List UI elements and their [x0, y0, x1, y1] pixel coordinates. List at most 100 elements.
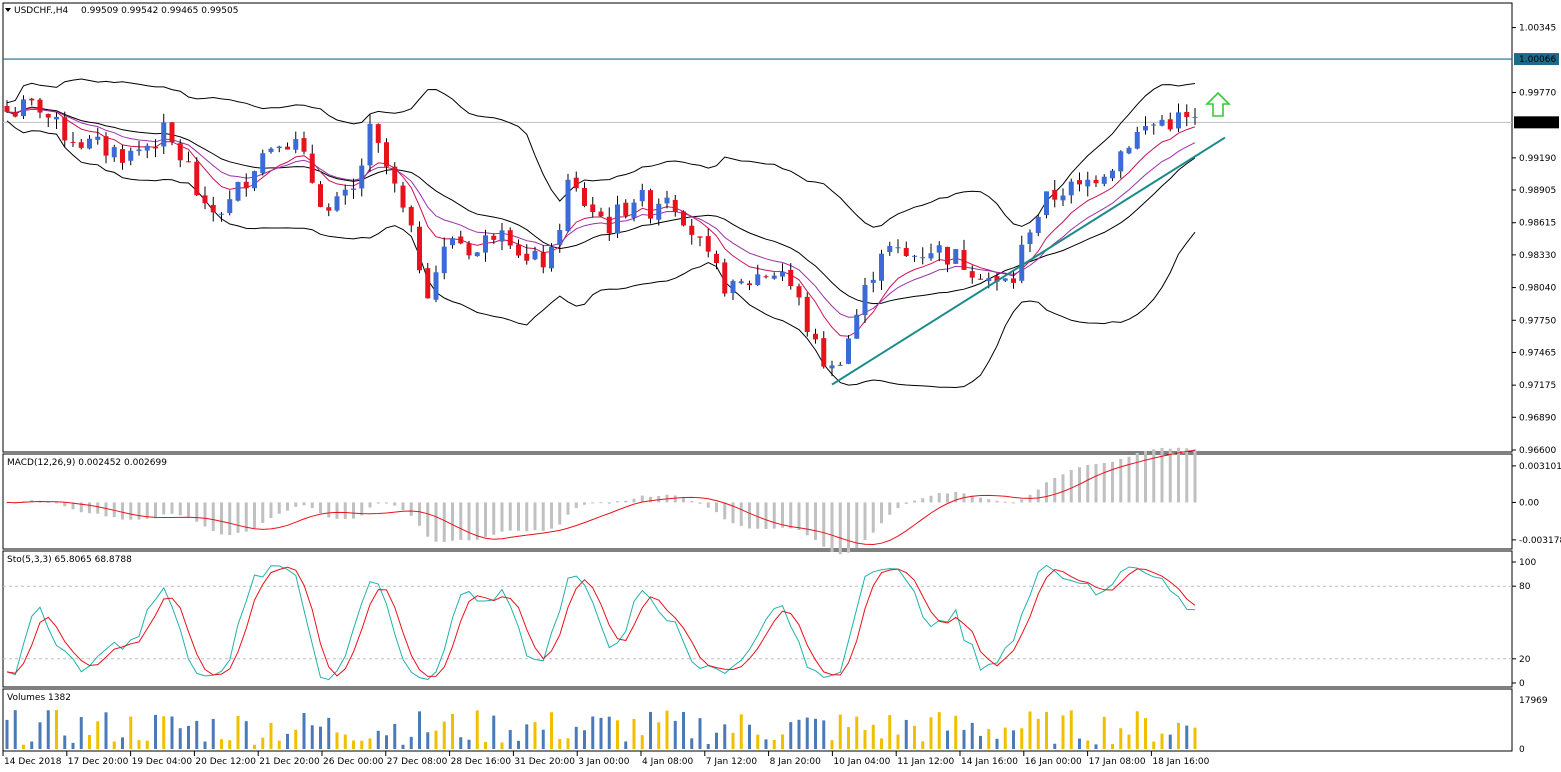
volume-bar[interactable]: [88, 735, 91, 749]
candle[interactable]: [342, 189, 348, 196]
macd-histogram-bar[interactable]: [104, 502, 108, 517]
candle[interactable]: [400, 185, 406, 208]
volume-bar[interactable]: [319, 726, 322, 749]
macd-histogram-bar[interactable]: [244, 502, 248, 532]
macd-histogram-bar[interactable]: [319, 502, 322, 514]
macd-histogram-bar[interactable]: [1144, 450, 1147, 503]
macd-histogram-bar[interactable]: [921, 498, 925, 503]
macd-histogram-bar[interactable]: [574, 502, 578, 508]
macd-histogram-bar[interactable]: [178, 502, 182, 516]
candle[interactable]: [936, 245, 942, 253]
candle[interactable]: [903, 247, 909, 257]
candle[interactable]: [54, 116, 59, 120]
candle[interactable]: [623, 202, 629, 216]
candle[interactable]: [540, 252, 546, 268]
candle[interactable]: [433, 272, 439, 300]
volume-bar[interactable]: [104, 712, 108, 749]
candle[interactable]: [1134, 131, 1140, 149]
candle[interactable]: [1143, 125, 1148, 131]
volume-bar[interactable]: [1020, 728, 1024, 749]
macd-histogram-bar[interactable]: [1069, 469, 1073, 503]
candle[interactable]: [474, 252, 480, 257]
volume-bar[interactable]: [888, 715, 892, 749]
candle[interactable]: [656, 203, 662, 220]
candle[interactable]: [450, 238, 455, 246]
candle[interactable]: [994, 276, 1000, 282]
macd-histogram-bar[interactable]: [772, 502, 776, 529]
macd-histogram-bar[interactable]: [409, 502, 413, 516]
candle[interactable]: [804, 296, 810, 332]
macd-histogram-bar[interactable]: [261, 502, 265, 523]
volume-bar[interactable]: [1102, 716, 1106, 749]
macd-histogram-bar[interactable]: [368, 502, 372, 508]
macd-histogram-bar[interactable]: [343, 502, 347, 519]
candle[interactable]: [161, 122, 167, 147]
candle[interactable]: [747, 283, 752, 286]
macd-histogram-bar[interactable]: [1003, 501, 1007, 503]
volume-bar[interactable]: [789, 722, 793, 749]
macd-histogram-bar[interactable]: [979, 497, 982, 503]
macd-histogram-bar[interactable]: [1135, 453, 1139, 503]
candle[interactable]: [87, 138, 92, 149]
macd-histogram-bar[interactable]: [220, 502, 223, 535]
macd-histogram-bar[interactable]: [739, 502, 743, 527]
candle[interactable]: [186, 161, 191, 163]
candle[interactable]: [1192, 116, 1198, 118]
candle[interactable]: [499, 230, 505, 242]
macd-histogram-bar[interactable]: [269, 502, 273, 519]
candle[interactable]: [879, 253, 884, 281]
macd-histogram-bar[interactable]: [1086, 464, 1090, 503]
macd-histogram-bar[interactable]: [393, 502, 397, 506]
volume-bar[interactable]: [269, 722, 273, 749]
volume-bar[interactable]: [591, 716, 595, 749]
stochastic-pane[interactable]: [2, 550, 1513, 688]
macd-histogram-bar[interactable]: [995, 500, 999, 503]
macd-histogram-bar[interactable]: [352, 502, 355, 519]
candle[interactable]: [606, 216, 612, 234]
volume-bar[interactable]: [1012, 730, 1015, 749]
volume-bar[interactable]: [748, 724, 751, 749]
candle[interactable]: [953, 249, 959, 264]
volume-bar[interactable]: [979, 735, 982, 749]
volume-bar[interactable]: [863, 730, 867, 749]
candle[interactable]: [37, 99, 43, 113]
volume-bar[interactable]: [500, 742, 504, 749]
candle[interactable]: [854, 314, 860, 339]
volume-bar[interactable]: [599, 717, 603, 749]
candle[interactable]: [590, 204, 596, 213]
candle[interactable]: [1126, 147, 1132, 154]
candle[interactable]: [1085, 179, 1091, 187]
volume-bar[interactable]: [1160, 733, 1164, 749]
volume-bar[interactable]: [1127, 734, 1131, 749]
candle[interactable]: [227, 199, 233, 213]
candle[interactable]: [144, 145, 150, 151]
macd-histogram-bar[interactable]: [797, 502, 801, 531]
candle[interactable]: [862, 284, 868, 316]
candle[interactable]: [895, 247, 901, 249]
macd-histogram-bar[interactable]: [170, 502, 174, 514]
volume-bar[interactable]: [541, 729, 545, 749]
macd-histogram-bar[interactable]: [723, 502, 727, 520]
candle[interactable]: [293, 139, 299, 150]
candle[interactable]: [1044, 191, 1049, 216]
macd-histogram-bar[interactable]: [871, 502, 875, 533]
volume-bar[interactable]: [294, 729, 298, 749]
macd-histogram-bar[interactable]: [1020, 499, 1024, 503]
candle[interactable]: [796, 286, 802, 298]
volume-bar[interactable]: [1094, 744, 1098, 749]
macd-histogram-bar[interactable]: [756, 502, 760, 529]
candle[interactable]: [714, 253, 719, 264]
macd-histogram-bar[interactable]: [376, 502, 380, 504]
macd-histogram-bar[interactable]: [805, 502, 809, 536]
candle[interactable]: [1019, 244, 1025, 281]
macd-histogram-bar[interactable]: [1036, 489, 1040, 503]
volume-bar[interactable]: [517, 740, 520, 749]
candle[interactable]: [978, 278, 983, 280]
candle[interactable]: [780, 271, 785, 277]
candle[interactable]: [408, 206, 414, 226]
candle[interactable]: [268, 148, 274, 152]
volume-bar[interactable]: [187, 725, 190, 749]
macd-histogram-bar[interactable]: [211, 502, 215, 532]
macd-histogram-bar[interactable]: [426, 502, 430, 537]
candle[interactable]: [367, 123, 373, 166]
